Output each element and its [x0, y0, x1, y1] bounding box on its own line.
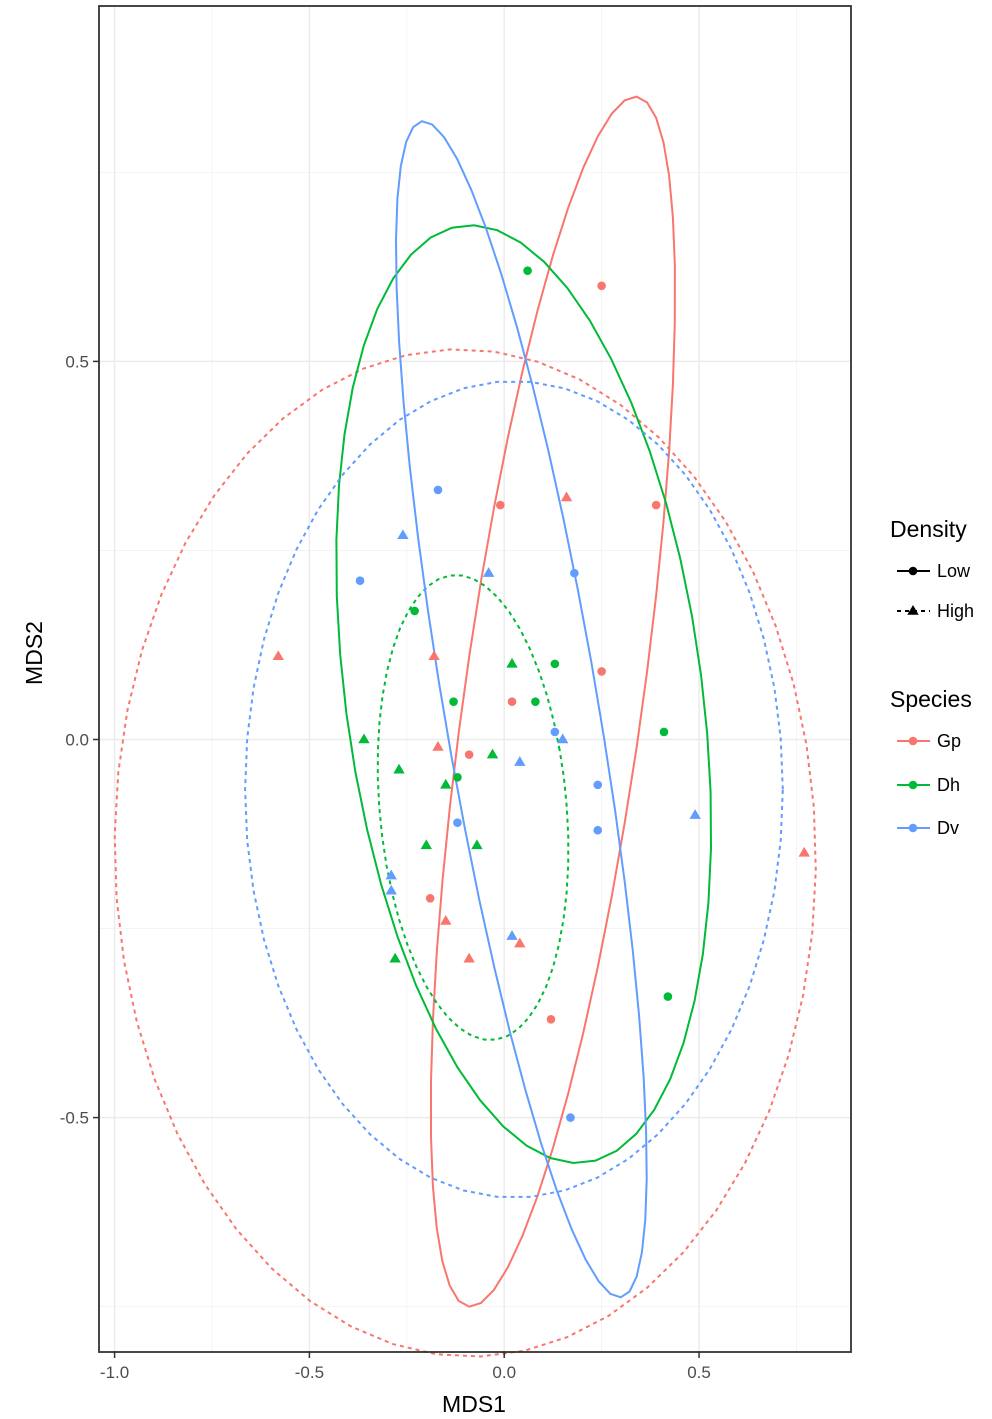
axes: -1.0 -0.5 0.0 0.5 -0.5 0.0 0.5 [60, 352, 711, 1382]
legend: Density Low High Species Gp Dh Dv [890, 516, 974, 838]
x-axis-title: MDS1 [442, 1391, 506, 1417]
y-tick-label: 0.0 [65, 730, 89, 749]
point-dv-high [689, 809, 701, 819]
y-tick-label: 0.5 [65, 352, 89, 371]
point-gp-low [546, 1014, 556, 1024]
legend-label-gp: Gp [937, 731, 961, 751]
ellipse-dv-high [244, 380, 784, 1198]
point-dv-low [593, 780, 603, 790]
point-gp-high [463, 952, 475, 963]
ellipse-dv-low [394, 120, 648, 1299]
point-gp-high [440, 914, 452, 925]
point-dh-low [659, 727, 669, 737]
plot-panel [98, 5, 852, 1358]
point-dh-high [471, 839, 483, 850]
point-dh-high [420, 839, 432, 850]
point-dv-low [570, 568, 579, 578]
point-dh-high [393, 763, 405, 774]
point-gp-low [425, 893, 435, 903]
point-gp-low [597, 281, 606, 291]
point-dh-low [523, 266, 532, 275]
point-gp-high [272, 650, 284, 661]
point-dh-low [550, 659, 560, 669]
point-dv-low [593, 825, 603, 835]
point-dv-low [433, 485, 443, 495]
point-dh-low [410, 606, 419, 616]
point-gp-low [507, 697, 517, 706]
point-gp-high [514, 937, 526, 948]
legend-label-high: High [937, 601, 974, 621]
point-dv-high [397, 529, 409, 540]
point-gp-high [432, 741, 444, 751]
x-tick-label: 0.5 [687, 1363, 711, 1382]
ellipse-gp-high [113, 348, 817, 1358]
point-dv-high [556, 733, 569, 744]
point-gp-high [560, 491, 573, 502]
legend-key-point-dh [908, 780, 918, 790]
x-tick-label: 0.0 [492, 1363, 516, 1382]
point-dv-low [550, 727, 560, 737]
x-tick-label: -0.5 [295, 1363, 324, 1382]
point-dh-low [531, 697, 540, 706]
legend-label-dh: Dh [937, 775, 960, 795]
point-gp-low [597, 667, 606, 676]
point-gp-low [651, 500, 661, 510]
y-tick-label: -0.5 [60, 1109, 89, 1128]
point-dh-high [506, 657, 518, 668]
point-dh-high [440, 778, 452, 789]
point-dv-low [566, 1113, 575, 1122]
point-dh-low [663, 992, 673, 1001]
point-dh-high [486, 748, 499, 759]
y-axis-title: MDS2 [21, 621, 47, 685]
legend-label-low: Low [937, 561, 971, 581]
legend-key-point-gp [908, 736, 918, 746]
point-dh-high [389, 952, 401, 963]
panel-border [98, 5, 852, 1353]
legend-label-dv: Dv [937, 818, 959, 838]
legend-key-circle [908, 566, 918, 576]
point-gp-low [496, 500, 505, 510]
point-dh-high [358, 733, 370, 744]
ellipse-dh-high [376, 574, 570, 1041]
point-dv-high [385, 884, 397, 895]
legend-key-triangle [907, 605, 919, 615]
point-dv-high [506, 930, 518, 940]
data-points [272, 266, 810, 1122]
point-gp-low [464, 750, 474, 759]
x-tick-label: -1.0 [100, 1363, 129, 1382]
point-dv-low [355, 576, 365, 585]
point-dv-low [453, 818, 462, 827]
ellipse-dh-low [335, 224, 713, 1165]
legend-title-species: Species [890, 686, 972, 712]
point-dv-high [514, 756, 526, 766]
ellipse-gp-low [430, 95, 676, 1308]
point-gp-high [428, 650, 440, 661]
point-dv-high [482, 567, 495, 577]
legend-title-density: Density [890, 516, 967, 542]
legend-key-point-dv [908, 823, 918, 833]
point-dv-high [385, 869, 397, 880]
point-gp-high [798, 846, 810, 857]
point-dh-low [453, 773, 462, 782]
ellipses [113, 95, 817, 1358]
panel-background [99, 6, 851, 1352]
point-dh-low [449, 697, 458, 706]
